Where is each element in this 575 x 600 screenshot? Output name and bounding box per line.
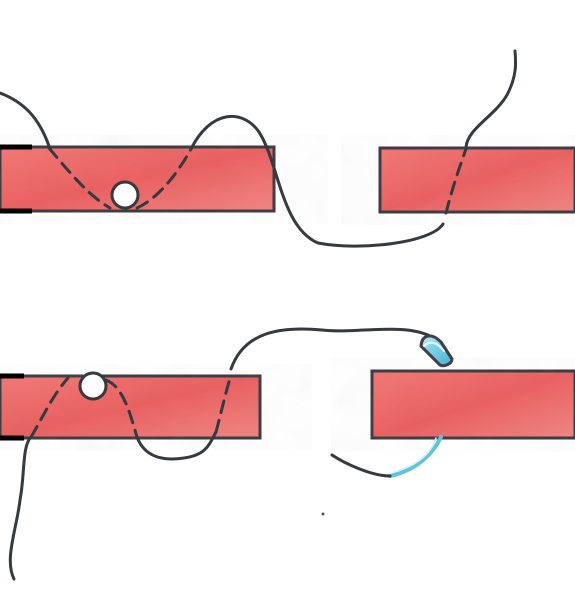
bottom-stitch-panel [0,327,575,581]
top-suture-thread-crossing [189,114,445,248]
bottom-suture-thread-buried-right [214,373,233,434]
top-suture-thread-exit [464,49,518,149]
bottom-left-tissue [0,373,262,441]
stray-mark [321,512,325,516]
top-left-tissue [0,144,276,214]
top-suture-thread-buried-rightside [444,147,468,215]
bottom-suture-thread-buried-middle [104,378,139,439]
needle-icon [330,334,454,478]
top-suture-thread-buried-right [135,147,193,210]
top-stitch-panel [0,49,575,248]
top-suture-thread-buried-left [47,146,112,210]
bottom-suture-thread-loop [135,430,218,461]
bottom-suture-thread-buried-left [29,376,70,439]
top-bead [110,180,140,210]
bottom-bead [78,371,108,401]
bottom-suture-thread-top-arc [229,327,434,371]
top-suture-thread-visible-left [0,91,51,148]
bottom-suture-thread-leftmost [8,435,33,581]
top-right-tissue [378,146,575,214]
bottom-right-tissue [370,369,575,440]
